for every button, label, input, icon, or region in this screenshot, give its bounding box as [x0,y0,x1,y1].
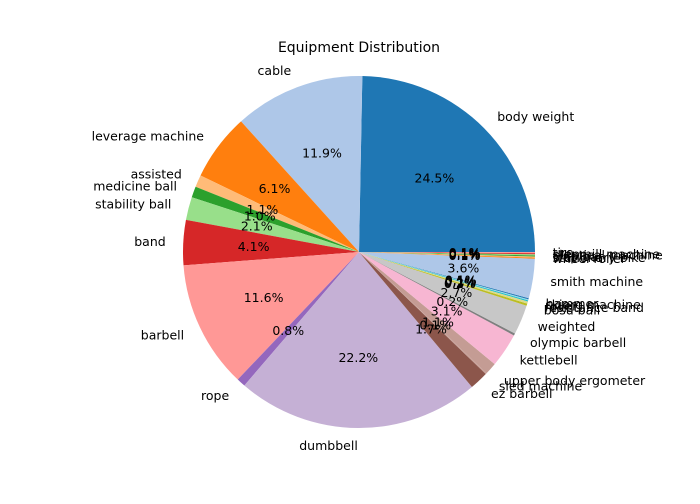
slice-percent-label: 0.1% [449,245,481,260]
pie-slices [183,75,536,428]
slice-percent-label: 0.1% [449,248,481,263]
slice-percent-label: 4.1% [238,239,270,254]
slice-category-label: dumbbell [299,438,358,453]
slice-category-label: medicine ball [93,178,177,193]
slice-category-label: body weight [497,109,574,124]
slice-category-label: band [134,234,165,249]
slice-percent-label: 6.1% [259,181,291,196]
slice-category-label: wheel roller [553,251,627,266]
slice-percent-label: 0.1% [449,248,481,263]
slice-percent-label: 0.1% [445,273,477,288]
pie-slice [359,252,535,258]
pie-slice [359,252,535,259]
pie-slice [359,252,515,336]
pie-slice [195,175,359,252]
pie-slice [359,252,527,334]
slice-percent-label: 0.1% [449,247,481,262]
slice-category-label: upper body ergometer [504,373,646,388]
slice-percent-label: 0.8% [272,323,304,338]
pie-slice [359,252,529,301]
pie-slice [359,252,529,302]
slice-percent-label: 0.2% [436,294,468,309]
slice-category-label: stationary bike [553,250,646,265]
percent-labels: 24.5%11.9%6.1%1.1%1.0%2.1%4.1%11.6%0.8%2… [238,146,481,366]
pie-slice [237,252,359,386]
slice-percent-label: 1.7% [415,322,447,337]
pie-slice [359,252,528,304]
slice-percent-label: 22.2% [338,350,378,365]
pie-slice [359,76,536,252]
slice-category-label: cable [258,63,292,78]
slice-category-label: kettlebell [520,353,578,368]
slice-category-label: tire [553,245,574,260]
slice-percent-label: 2.7% [441,285,473,300]
slice-percent-label: 0.1% [445,274,477,289]
slice-percent-label: 2.1% [241,218,273,233]
pie-slice [359,252,535,256]
pie-slice [359,252,495,374]
pie-slice [241,75,363,253]
pie-slice [359,252,535,255]
slice-category-label: elliptical machine [553,248,663,263]
slice-category-label: weighted [538,319,596,334]
slice-category-label: assisted [131,167,182,182]
pie-slice [191,186,359,252]
slice-category-label: resistance band [544,300,644,315]
pie-slice [200,121,359,252]
slice-percent-label: 24.5% [415,171,455,186]
pie-slice [359,252,514,365]
pie-slice [359,252,535,257]
slice-percent-label: 11.6% [244,290,284,305]
slice-percent-label: 0.2% [444,276,476,291]
pie-slice [359,252,529,300]
slice-category-label: barbell [141,328,184,343]
slice-category-label: bosu ball [544,303,601,318]
slice-percent-label: 0.1% [449,246,481,261]
slice-percent-label: 1.1% [247,202,279,217]
slice-category-label: rope [201,388,229,403]
category-labels: body weight cable leverage machine assisted… [92,63,663,453]
pie-slice [359,252,536,254]
slice-category-label: smith machine [550,274,643,289]
slice-percent-label: 0.2% [444,275,476,290]
pie-slice [183,252,359,380]
pie-slice [359,252,528,306]
pie-slice [244,252,472,428]
pie-slice [183,219,359,266]
slice-category-label: hammer [546,296,600,311]
slice-percent-label: 3.6% [448,261,480,276]
slice-percent-label: 11.9% [302,146,342,161]
slice-category-label: stability ball [95,197,171,212]
pie-slice [359,252,487,375]
slice-percent-label: 3.1% [431,303,463,318]
slice-percent-label: 1.0% [244,209,276,224]
slice-percent-label: 0.1% [445,273,477,288]
slice-category-label: leverage machine [92,128,205,143]
slice-category-label: sled machine [499,378,583,393]
slice-percent-label: 0.1% [449,246,481,261]
chart-title: Equipment Distribution [278,40,440,56]
pie-slice [359,252,535,299]
pie-slice [185,197,359,252]
slice-category-label: stepmill machine [553,246,661,261]
slice-category-label: skierg machine [545,297,641,312]
slice-category-label: roller [545,298,578,313]
slice-percent-label: 0.1% [419,318,451,333]
slice-category-label: trap bar [553,249,604,264]
slice-category-label: ez barbell [491,386,553,401]
slice-percent-label: 1.1% [422,315,454,330]
pie-slice [359,252,486,387]
slice-category-label: olympic barbell [530,335,626,350]
